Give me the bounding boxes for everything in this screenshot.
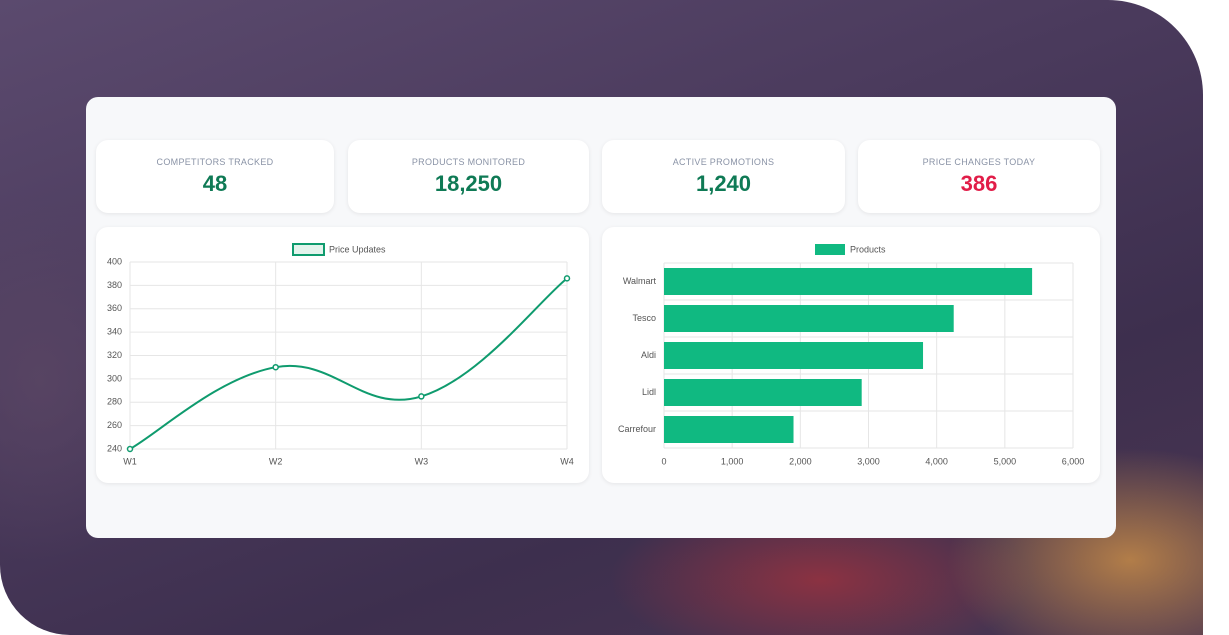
kpi-label: PRODUCTS MONITORED — [411, 157, 526, 167]
kpi-card: PRICE CHANGES TODAY 386 — [858, 140, 1100, 213]
kpi-label: PRICE CHANGES TODAY — [922, 157, 1036, 167]
y-tick-label: 380 — [107, 280, 122, 290]
x-tick-label: 1,000 — [721, 456, 744, 466]
x-tick-label: 2,000 — [789, 456, 812, 466]
line-point — [126, 445, 134, 453]
kpi-card: ACTIVE PROMOTIONS 1,240 — [602, 140, 845, 213]
line-series — [129, 277, 568, 450]
bar — [664, 416, 794, 443]
x-tick-label: W2 — [269, 456, 283, 466]
bar — [664, 268, 1033, 295]
x-tick-label: 3,000 — [857, 456, 880, 466]
kpi-label: ACTIVE PROMOTIONS — [672, 157, 775, 167]
legend-swatch — [292, 243, 325, 256]
kpi-card: COMPETITORS TRACKED 48 — [96, 140, 334, 213]
x-tick-label: 5,000 — [994, 456, 1017, 466]
legend-label: Price Updates — [329, 244, 386, 254]
kpi-card: PRODUCTS MONITORED 18,250 — [348, 140, 589, 213]
x-tick-label: W4 — [560, 456, 574, 466]
y-tick-label: Carrefour — [618, 424, 656, 434]
y-tick-label: 320 — [107, 350, 122, 360]
x-tick-label: W1 — [123, 456, 137, 466]
legend-swatch — [815, 244, 845, 255]
line-point — [272, 363, 279, 371]
legend-label: Products — [850, 244, 886, 254]
kpi-value: 1,240 — [695, 171, 752, 196]
x-tick-label: W3 — [415, 456, 429, 466]
y-tick-label: Walmart — [623, 276, 657, 286]
y-tick-label: Tesco — [632, 313, 656, 323]
y-tick-label: 240 — [107, 443, 122, 453]
x-tick-label: 6,000 — [1062, 456, 1085, 466]
bar — [664, 305, 954, 332]
x-tick-label: 0 — [661, 456, 666, 466]
kpi-value: 386 — [960, 171, 998, 196]
y-tick-label: 260 — [107, 420, 122, 430]
y-tick-label: 400 — [107, 256, 122, 266]
y-tick-label: 300 — [107, 373, 122, 383]
bar — [664, 342, 924, 369]
x-tick-label: 4,000 — [925, 456, 948, 466]
line-point — [563, 275, 571, 282]
kpi-value: 48 — [202, 171, 228, 196]
kpi-value: 18,250 — [434, 171, 503, 196]
y-tick-label: Lidl — [642, 387, 656, 397]
kpi-label: COMPETITORS TRACKED — [156, 157, 274, 167]
y-tick-label: 360 — [107, 303, 122, 313]
y-tick-label: 280 — [107, 397, 122, 407]
y-tick-label: 340 — [107, 327, 122, 337]
line-point — [418, 393, 425, 400]
bar — [664, 379, 862, 406]
y-tick-label: Aldi — [641, 350, 656, 360]
